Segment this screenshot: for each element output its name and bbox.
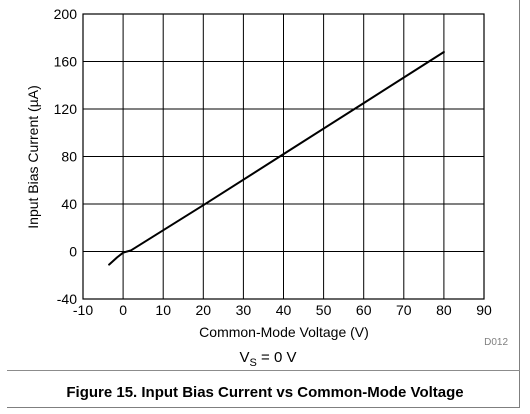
x-tick-label: 80 [436, 302, 452, 318]
chart: -10 0 10 20 30 40 50 60 70 80 90 -40 0 40 80 120 160 200… [25, 6, 508, 369]
series-line [108, 51, 445, 266]
x-tick-label: -10 [73, 302, 93, 318]
x-tick-label: 0 [119, 302, 127, 318]
x-tick-label: 20 [196, 302, 212, 318]
x-tick-label: 50 [316, 302, 332, 318]
condition-label: VS = 0 V [240, 349, 297, 369]
x-tick-label: 90 [476, 302, 492, 318]
x-tick-label: 30 [236, 302, 252, 318]
y-tick-label: -40 [57, 291, 77, 307]
condition-subscript: S [250, 357, 257, 369]
x-axis-label: Common-Mode Voltage (V) [199, 324, 369, 340]
y-tick-label: 200 [54, 6, 78, 22]
y-tick-label: 120 [54, 101, 78, 117]
x-tick-label: 60 [356, 302, 372, 318]
condition-main: V [240, 349, 250, 366]
y-tick-label: 0 [69, 244, 77, 260]
y-tick-label: 80 [61, 149, 77, 165]
series-layer [108, 51, 445, 266]
x-tick-label: 40 [276, 302, 292, 318]
caption-separator [7, 370, 520, 371]
x-tick-label: 10 [155, 302, 171, 318]
y-tick-label: 40 [61, 196, 77, 212]
figure-code: D012 [484, 337, 508, 348]
x-tick-label: 70 [396, 302, 412, 318]
figure-frame [7, 0, 520, 408]
x-tick-labels: -10 0 10 20 30 40 50 60 70 80 90 [73, 302, 492, 318]
y-tick-labels: -40 0 40 80 120 160 200 [54, 6, 78, 307]
figure-caption: Figure 15. Input Bias Current vs Common-… [66, 384, 464, 401]
condition-value: = 0 V [257, 349, 297, 366]
plot-area [82, 13, 485, 300]
y-axis-label: Input Bias Current (µA) [25, 85, 41, 228]
y-tick-label: 160 [54, 54, 78, 70]
